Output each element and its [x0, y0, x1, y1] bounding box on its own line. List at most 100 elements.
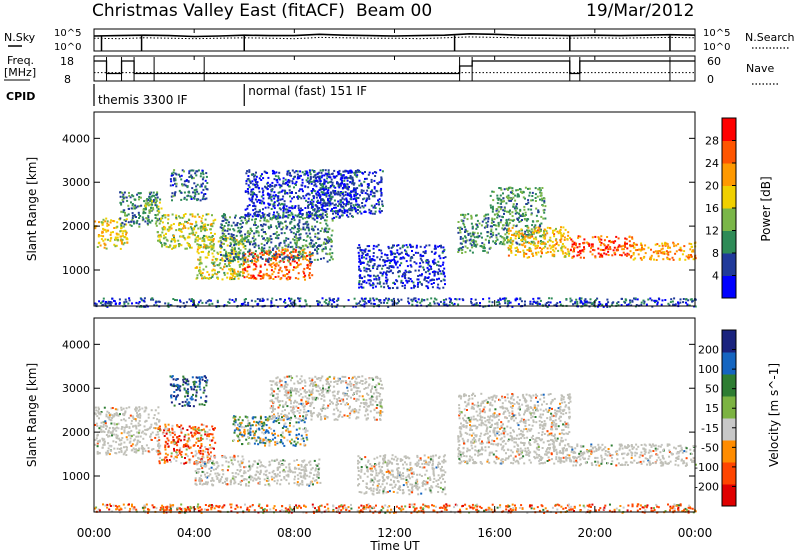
power-cell — [235, 254, 238, 257]
power-cell — [309, 258, 312, 261]
power-cell — [158, 235, 160, 238]
power-plot-bg — [94, 112, 695, 306]
power-cell — [591, 236, 594, 239]
power-cell — [499, 208, 502, 211]
freq-series — [93, 57, 695, 81]
power-cell — [103, 228, 106, 231]
power-cell — [411, 303, 414, 306]
power-cell — [275, 262, 278, 265]
power-cell — [404, 272, 406, 275]
power-cell — [658, 298, 661, 301]
power-cell — [346, 200, 348, 203]
power-cell — [295, 184, 297, 186]
power-cell — [405, 250, 408, 253]
power-cell — [181, 216, 184, 219]
power-cell — [328, 237, 331, 240]
power-cell — [230, 238, 233, 241]
velocity-cell — [99, 412, 102, 414]
power-cell — [273, 170, 275, 173]
power-cell — [448, 304, 451, 307]
power-cell — [469, 249, 472, 252]
power-cell — [255, 227, 258, 230]
power-cell — [308, 212, 311, 215]
power-cell — [276, 204, 279, 207]
power-cell — [120, 235, 123, 238]
power-cell — [161, 221, 164, 224]
power-cell — [265, 273, 268, 276]
power-cell — [341, 214, 344, 217]
velocity-cell — [120, 439, 123, 442]
power-cell — [492, 231, 495, 234]
power-cell — [199, 262, 202, 264]
power-cell — [212, 264, 215, 267]
power-cell — [276, 247, 279, 250]
power-cell — [300, 255, 303, 258]
power-cell — [257, 210, 260, 213]
power-cell — [310, 180, 313, 183]
power-cell — [581, 249, 584, 252]
power-cell — [528, 194, 531, 197]
power-cell — [549, 301, 552, 304]
power-cell — [211, 302, 214, 305]
velocity-cell — [105, 415, 108, 418]
power-cell — [311, 225, 314, 228]
power-cell — [328, 202, 331, 205]
power-cell — [208, 246, 211, 249]
power-cell — [335, 210, 338, 212]
power-cell — [246, 221, 249, 224]
power-cell — [147, 204, 150, 207]
power-cell — [156, 196, 159, 199]
power-cell — [421, 283, 423, 286]
power-cell — [246, 178, 249, 181]
power-cell — [471, 246, 474, 249]
power-cell — [311, 202, 314, 205]
power-cell — [306, 234, 309, 237]
power-cell — [155, 220, 158, 223]
power-cell — [220, 246, 223, 249]
power-cell — [322, 202, 325, 205]
power-cell — [194, 234, 196, 237]
power-cell — [331, 305, 334, 308]
power-cell — [238, 263, 241, 266]
power-cell — [192, 301, 195, 304]
power-cell — [669, 301, 672, 304]
power-cell — [291, 227, 294, 229]
power-cell — [482, 298, 485, 301]
power-cell — [401, 246, 404, 249]
power-cell — [135, 206, 138, 209]
power-cell — [132, 220, 135, 223]
power-cell — [179, 305, 182, 308]
power-cell — [320, 257, 322, 260]
power-cell — [493, 224, 496, 227]
power-cell — [190, 227, 193, 230]
power-cell — [402, 273, 404, 276]
power-cell — [355, 197, 358, 199]
power-cell — [464, 236, 467, 239]
power-cell — [113, 300, 116, 303]
power-cell — [109, 302, 112, 305]
power-cell — [538, 188, 541, 191]
power-cell — [240, 238, 243, 241]
power-cell — [514, 194, 517, 197]
power-cell — [509, 186, 512, 189]
power-cell — [183, 191, 186, 194]
power-cell — [363, 303, 366, 306]
power-cell — [221, 229, 224, 232]
power-cell — [234, 255, 237, 258]
power-cell — [656, 250, 659, 253]
power-cell — [282, 226, 285, 229]
power-cell — [514, 247, 517, 250]
power-cell — [194, 306, 197, 308]
power-cell — [276, 211, 279, 214]
nsearch-tick-bottom: 10^0 — [703, 42, 730, 53]
power-cell — [256, 230, 259, 233]
power-cell — [311, 169, 314, 172]
nave-tick-bottom: 0 — [707, 73, 714, 86]
power-cell — [390, 246, 393, 249]
power-cell — [434, 270, 437, 273]
power-cell — [98, 221, 100, 224]
power-cell — [125, 300, 128, 303]
power-cell — [194, 225, 196, 228]
power-cell — [250, 193, 252, 196]
power-cell — [298, 246, 301, 249]
